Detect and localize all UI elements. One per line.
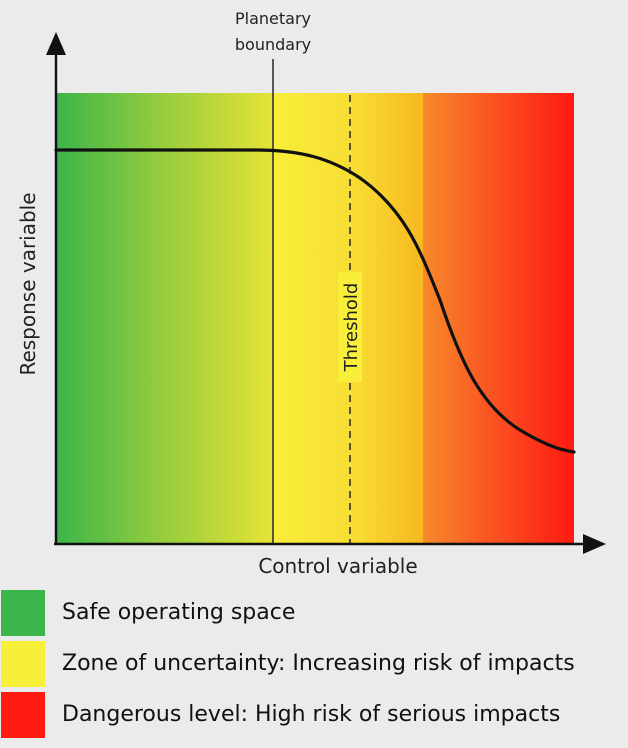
legend-label-danger: Dangerous level: High risk of serious im… [62, 702, 561, 727]
threshold-label-gap [338, 272, 362, 382]
safe-zone-band [56, 93, 273, 543]
legend-swatch-uncertainty [1, 641, 45, 687]
boundary-diagram: Planetary boundary Threshold Response va… [16, 9, 606, 578]
danger-zone-band [423, 93, 574, 543]
y-axis-arrow-icon [46, 32, 66, 55]
boundary-label-line2: boundary [235, 35, 311, 54]
legend-label-safe: Safe operating space [62, 600, 296, 625]
legend-swatch-safe [1, 590, 45, 636]
legend-item-uncertainty: Zone of uncertainty: Increasing risk of … [0, 641, 628, 689]
boundary-label-line1: Planetary [235, 9, 311, 28]
legend-item-safe: Safe operating space [0, 590, 628, 638]
legend-swatch-danger [1, 692, 45, 738]
legend-label-uncertainty: Zone of uncertainty: Increasing risk of … [62, 651, 575, 676]
x-axis-label: Control variable [258, 554, 417, 578]
y-axis-label: Response variable [16, 192, 40, 375]
threshold-label: Threshold [341, 283, 362, 373]
legend-item-danger: Dangerous level: High risk of serious im… [0, 692, 628, 740]
x-axis-arrow-icon [583, 534, 606, 554]
response-curve [54, 148, 576, 454]
